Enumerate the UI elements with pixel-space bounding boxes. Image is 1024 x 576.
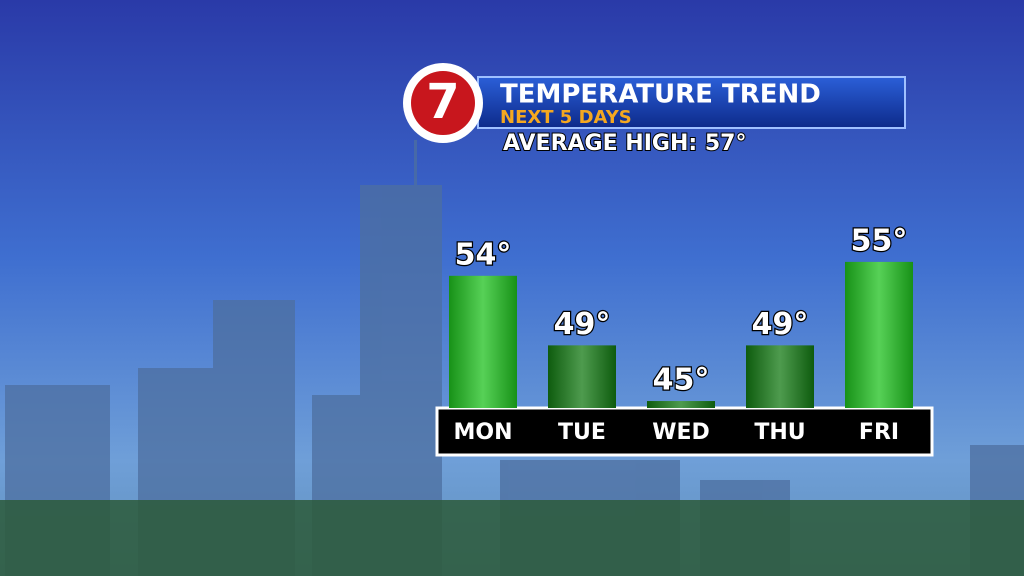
bar [548, 345, 616, 408]
category-strip [435, 406, 934, 457]
category-label: TUE [558, 420, 606, 445]
category-label: THU [754, 420, 805, 445]
category-label: FRI [859, 420, 899, 445]
bar [449, 275, 517, 408]
value-label: 49° [752, 307, 809, 342]
category-label: MON [453, 420, 512, 445]
bar [647, 401, 715, 408]
trees [0, 500, 1024, 576]
value-label: 45° [653, 363, 710, 398]
logo: 7 [426, 74, 459, 130]
bar [845, 261, 913, 408]
bar [746, 345, 814, 408]
category-label: WED [652, 420, 710, 445]
chart-subtitle: NEXT 5 DAYS [500, 107, 632, 128]
chart-title: TEMPERATURE TREND [500, 80, 821, 110]
value-label: 54° [455, 237, 512, 272]
logo-disc [411, 71, 475, 135]
value-label: 49° [554, 307, 611, 342]
annotation: AVERAGE HIGH: 57° [503, 131, 746, 156]
value-label: 55° [851, 223, 908, 258]
